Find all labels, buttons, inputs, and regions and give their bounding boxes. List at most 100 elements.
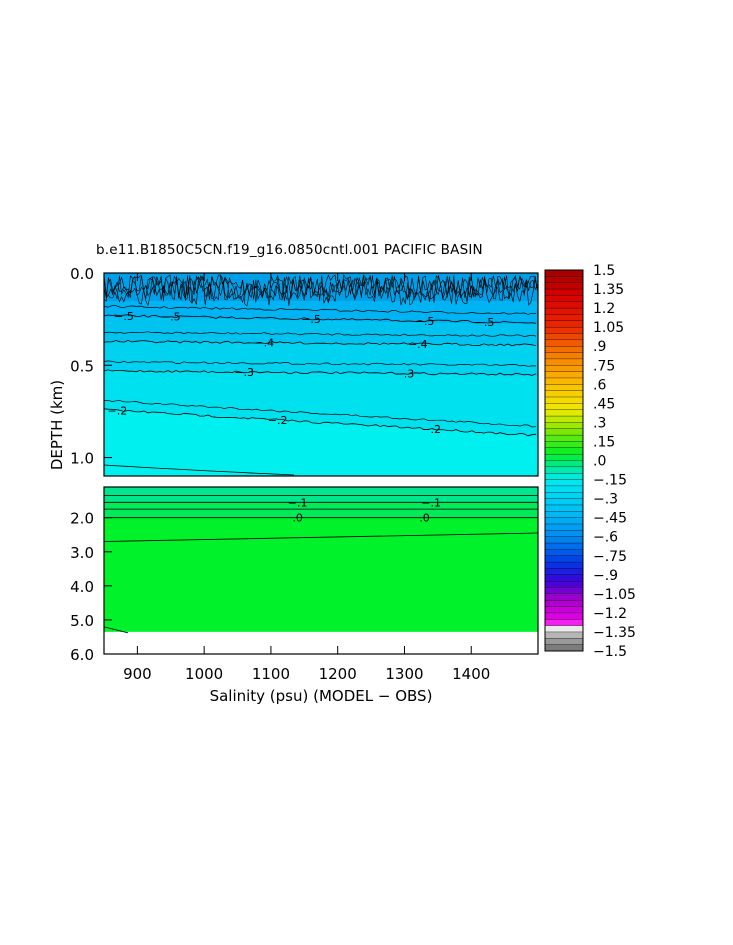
colorbar-bin — [544, 460, 584, 468]
y-tick-label: 0.5 — [70, 357, 94, 375]
colorbar-bin — [544, 365, 584, 373]
colorbar-bin — [544, 561, 584, 569]
y-axis-label: DEPTH (km) — [48, 380, 66, 470]
contour-label: −.5 — [114, 310, 134, 323]
colorbar-tick-label: .45 — [593, 396, 615, 412]
colorbar-tick-label: 1.2 — [593, 301, 615, 317]
colorbar-bin — [544, 555, 584, 563]
contour-line — [103, 408, 537, 437]
contour-line — [103, 399, 537, 428]
x-axis-label: Salinity (psu) (MODEL − OBS) — [210, 687, 433, 705]
contour-line — [103, 626, 129, 634]
colorbar-bin — [544, 295, 584, 303]
y-tick-label: 1.0 — [70, 450, 94, 468]
colorbar-tick-label: .0 — [593, 454, 606, 470]
colorbar-bin — [544, 587, 584, 595]
surface-noise-contour — [103, 274, 538, 298]
colorbar-bin — [544, 269, 584, 277]
contour-label: −.3 — [234, 366, 254, 379]
colorbar-tick-label: .15 — [593, 434, 615, 450]
colorbar-bin — [544, 466, 584, 474]
lower-frame — [103, 486, 539, 655]
colorbar-bin — [544, 511, 584, 519]
colorbar-bin — [544, 409, 584, 417]
colorbar-tick-label: .75 — [593, 358, 615, 374]
colorbar-bin — [544, 625, 584, 633]
contour-line — [103, 339, 537, 347]
colorbar-tick-label: −.15 — [593, 473, 627, 489]
x-tick-label: 1400 — [452, 665, 490, 683]
colorbar-tick-label: −1.2 — [593, 606, 627, 622]
lower-band-teal — [104, 487, 538, 503]
colorbar-tick-label: −1.05 — [593, 587, 636, 603]
colorbar-bin — [544, 542, 584, 550]
colorbar-bin — [544, 358, 584, 366]
x-tick-label: 900 — [123, 665, 152, 683]
colorbar-bin — [544, 606, 584, 614]
contour-line — [103, 305, 537, 315]
colorbar-bin — [544, 346, 584, 354]
x-tick-label: 1300 — [385, 665, 423, 683]
colorbar-bin — [544, 403, 584, 411]
x-tick-label: 1000 — [185, 665, 223, 683]
colorbar-tick-label: 1.35 — [593, 282, 624, 298]
colorbar-bin — [544, 485, 584, 493]
colorbar-tick-label: .3 — [593, 415, 606, 431]
contour-label: −.3 — [395, 367, 415, 380]
colorbar-tick-label: 1.05 — [593, 320, 624, 336]
colorbar-tick-label: −.45 — [593, 511, 627, 527]
colorbar-bin — [544, 580, 584, 588]
contour-label: −.5 — [415, 315, 435, 328]
upper-frame — [103, 272, 539, 477]
colorbar-bin — [544, 473, 584, 481]
colorbar-bin — [544, 453, 584, 461]
colorbar-tick-label: 1.5 — [593, 263, 615, 279]
colorbar-bin — [544, 479, 584, 487]
colorbar-bin — [544, 326, 584, 334]
colorbar-bin — [544, 593, 584, 601]
colorbar-bin — [544, 396, 584, 404]
colorbar-bin — [544, 568, 584, 576]
colorbar-tick-label: −1.5 — [593, 644, 627, 660]
y-tick-label: 3.0 — [70, 544, 94, 562]
colorbar-bin — [544, 339, 584, 347]
contour-label: −.2 — [107, 404, 127, 417]
colorbar-bin — [544, 536, 584, 544]
colorbar-tick-label: −.3 — [593, 492, 618, 508]
colorbar-bin — [544, 377, 584, 385]
colorbar-bin — [544, 320, 584, 328]
contour-label: −.5 — [475, 316, 495, 329]
colorbar-tick-label: −1.35 — [593, 625, 636, 641]
colorbar-bin — [544, 517, 584, 525]
contour-line — [103, 464, 295, 476]
colorbar-tick-label: −.6 — [593, 530, 618, 546]
colorbar-bin — [544, 600, 584, 608]
colorbar: 1.5 1.35 1.2 1.05 .9 .75 .6 .45 .3 .15 .0 −.15 −.3 −.… — [544, 263, 636, 660]
contour-line — [103, 331, 537, 337]
colorbar-tick-label: −.9 — [593, 568, 618, 584]
colorbar-bin — [544, 612, 584, 620]
colorbar-bin — [544, 314, 584, 322]
x-tick-label: 1200 — [319, 665, 357, 683]
contour-label: −.2 — [268, 414, 288, 427]
y-tick-label: 0.0 — [70, 265, 94, 283]
colorbar-bin — [544, 498, 584, 506]
lower-panel: −.1 −.1 .0 .0 — [103, 487, 539, 654]
colorbar-tick-label: −.75 — [593, 549, 627, 565]
contour-line — [103, 360, 536, 367]
colorbar-tick-label: .6 — [593, 377, 606, 393]
colorbar-bin — [544, 371, 584, 379]
colorbar-bin — [544, 441, 584, 449]
colorbar-bin — [544, 301, 584, 309]
colorbar-bin — [544, 523, 584, 531]
colorbar-bin — [544, 288, 584, 296]
x-tick-label: 1100 — [252, 665, 290, 683]
contour-label: −.4 — [254, 337, 274, 350]
colorbar-bin — [544, 549, 584, 557]
colorbar-bin — [544, 428, 584, 436]
contour-label: −.2 — [421, 423, 441, 436]
lower-band-mid — [104, 502, 538, 518]
colorbar-bin — [544, 530, 584, 538]
colorbar-bin — [544, 638, 584, 646]
contour-label: −.5 — [161, 311, 181, 324]
